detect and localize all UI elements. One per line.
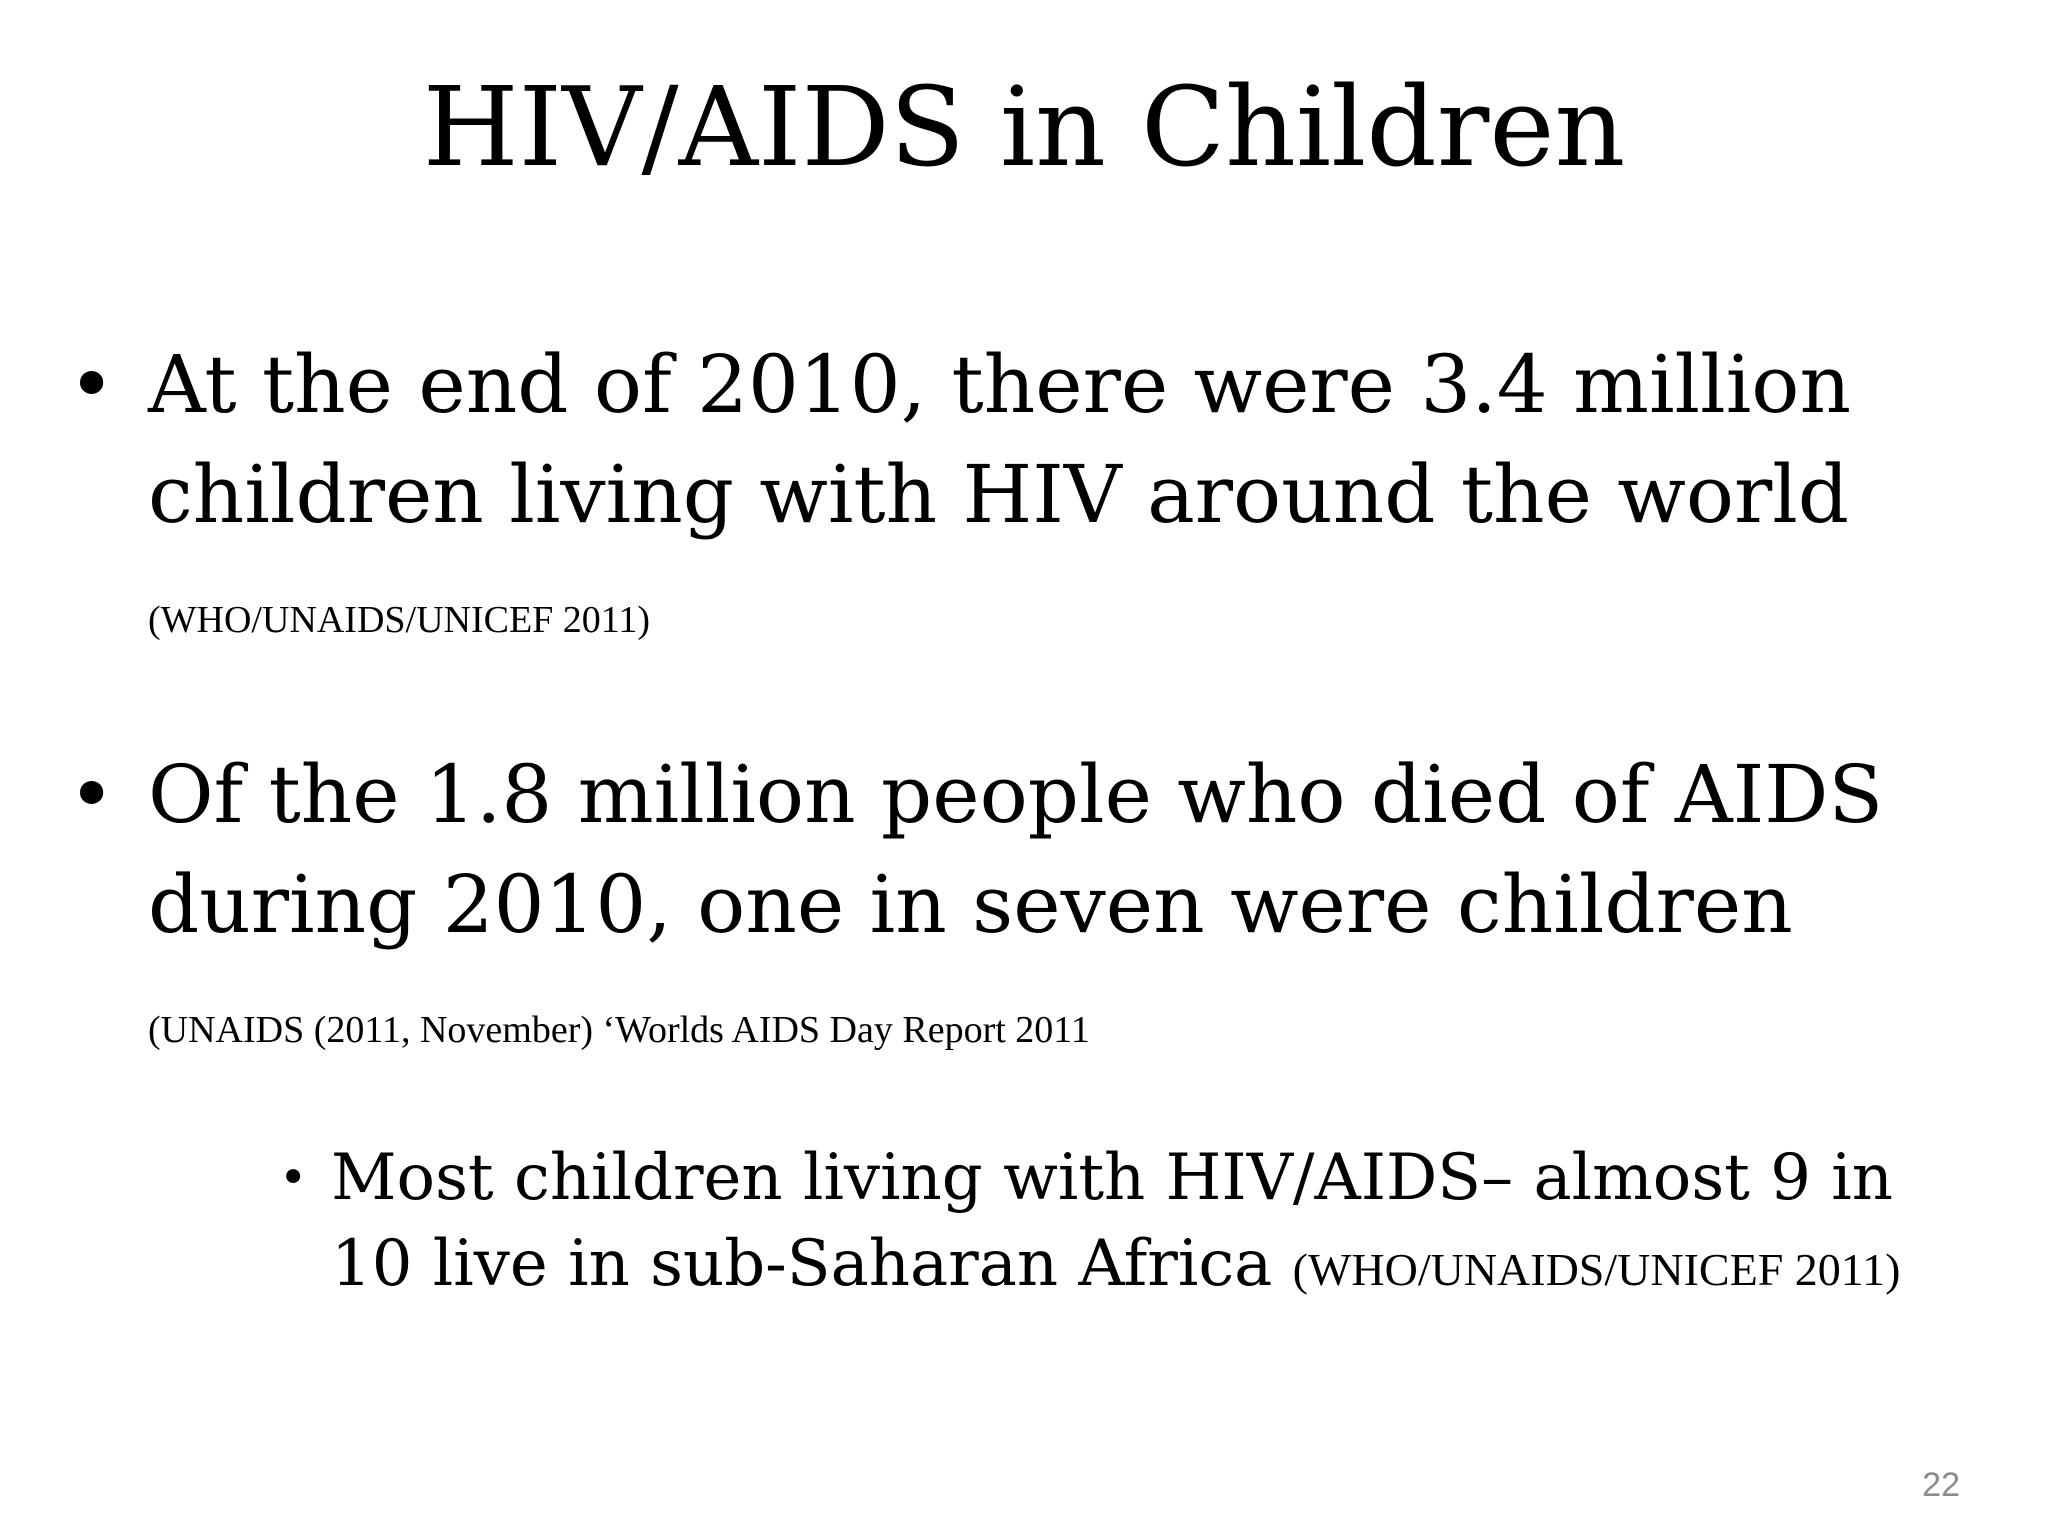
bullet-text: Most children living with HIV/AIDS– almo… bbox=[331, 1141, 1893, 1301]
bullet-dot: • bbox=[68, 338, 116, 431]
bullet-dot: • bbox=[68, 748, 116, 841]
citation: (WHO/UNAIDS/UNICEF 2011) bbox=[1292, 1244, 1901, 1295]
bullet-text: At the end of 2010, there were 3.4 milli… bbox=[148, 338, 1851, 541]
page-number: 22 bbox=[1922, 1466, 1960, 1504]
bullet-dot: • bbox=[279, 1150, 308, 1206]
citation: (UNAIDS (2011, November) ‘Worlds AIDS Da… bbox=[148, 1009, 1090, 1051]
bullet: • Of the 1.8 million people who died of … bbox=[68, 740, 1948, 1085]
bullet: • At the end of 2010, there were 3.4 mil… bbox=[68, 330, 1948, 675]
sub-bullet: • Most children living with HIV/AIDS– al… bbox=[279, 1135, 1991, 1313]
bullet-text: Of the 1.8 million people who died of AI… bbox=[148, 748, 1884, 951]
slide-title: HIV/AIDS in Children bbox=[422, 63, 1626, 191]
citation: (WHO/UNAIDS/UNICEF 2011) bbox=[148, 599, 651, 641]
